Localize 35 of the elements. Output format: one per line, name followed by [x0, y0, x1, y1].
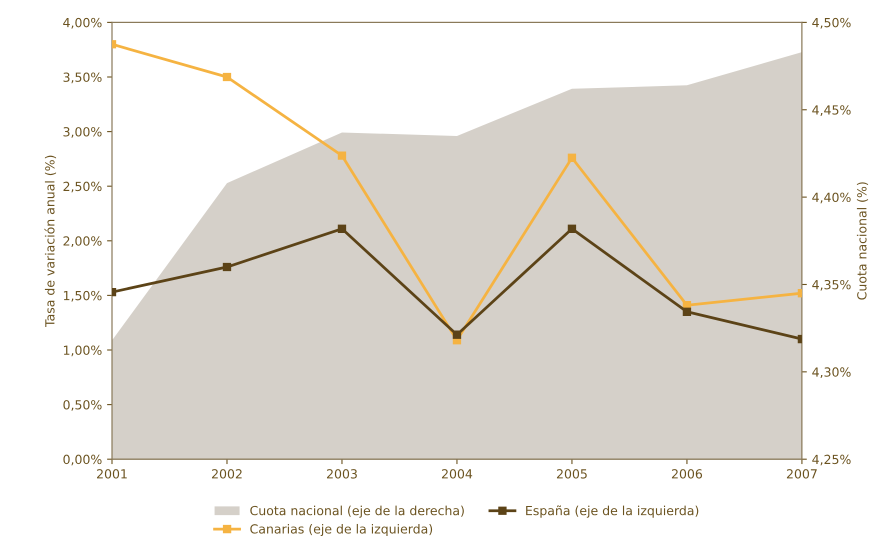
y-tick-label: 3,50% [64, 72, 102, 84]
point [452, 330, 462, 339]
point [568, 224, 576, 233]
y2-tick-label: 4,45% [812, 105, 851, 116]
y2-tick-label: 4,40% [812, 192, 851, 204]
y-tick-label: 1,00% [64, 345, 102, 356]
y2-axis-title: Cuota nacional (%) [856, 182, 868, 300]
x-tick-label: 2005 [556, 469, 587, 479]
point [568, 154, 576, 162]
y-axis-title: Tasa de variación anual (%) [44, 156, 56, 328]
x-tick-label: 2001 [97, 469, 127, 479]
point [338, 151, 346, 160]
legend-label: España (eje de la izquierda) [526, 505, 698, 518]
y-tick-label: 2,00% [63, 236, 102, 247]
y-tick-label: 0,00% [63, 454, 102, 466]
y-tick-label: 2,50% [63, 182, 102, 192]
point [222, 262, 232, 272]
x-tick-label: 2004 [442, 469, 472, 479]
x-tick-label: 2002 [212, 469, 242, 479]
y2-tick-label: 4,35% [812, 280, 851, 291]
legend-label: Canarias (eje de la izquierda) [250, 524, 432, 536]
y2-tick-label: 4,50% [812, 18, 851, 29]
y-tick-label: 3,00% [64, 127, 102, 138]
y2-tick-label: 4,25% [812, 454, 851, 466]
x-tick-label: 2007 [786, 469, 817, 479]
point [222, 72, 232, 82]
legend-label: Cuota nacional (eje de la derecha) [250, 506, 464, 518]
x-tick-label: 2003 [326, 469, 357, 479]
y-tick-label: 1,50% [64, 290, 102, 302]
point [338, 224, 346, 233]
y-tick-label: 0,50% [63, 400, 102, 411]
y-tick-label: 4,00% [63, 18, 102, 29]
x-tick-label: 2006 [672, 469, 702, 479]
y2-tick-label: 4,30% [812, 367, 851, 378]
point [682, 308, 692, 316]
